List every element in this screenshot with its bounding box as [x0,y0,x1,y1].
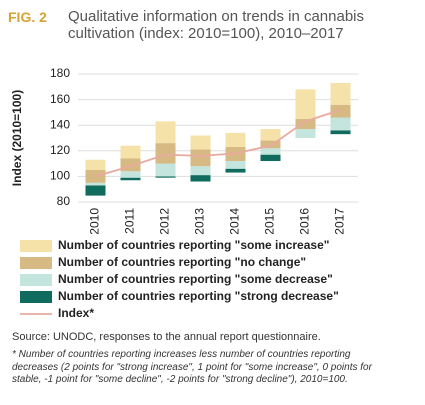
bar-segment [330,104,351,118]
bar-segment [225,168,246,173]
legend-swatch [20,291,52,303]
chart-title: Qualitative information on trends in can… [68,8,365,42]
bar-segment [330,117,351,131]
x-tick-label: 2014 [228,208,242,235]
bar-segment [155,143,176,164]
x-tick-label: 2013 [193,208,207,235]
legend-label: Number of countries reporting "strong de… [58,289,339,303]
bar-segment [260,148,281,155]
bar-segment [85,159,106,170]
source: Source: UNODC, responses to the annual r… [12,331,321,343]
bar-segment [225,161,246,169]
x-tick-label: 2012 [158,208,172,235]
bar-segment [330,130,351,135]
legend-label: Number of countries reporting "some decr… [58,272,333,286]
legend-swatch [20,257,52,269]
y-tick-label: 120 [50,143,70,157]
x-tick-label: 2017 [333,208,347,235]
bar-segment [190,175,211,182]
y-tick-label: 140 [50,117,70,131]
bar-segment [295,89,316,119]
bar-segment [190,135,211,150]
y-tick-label: 180 [50,66,70,80]
bar-segment [85,182,106,186]
fig-label: FIG. 2 [8,9,47,25]
legend-label: Number of countries reporting "some incr… [58,238,329,252]
bar-segment [190,166,211,176]
y-tick-label: 100 [50,169,70,183]
bar-segment [155,176,176,178]
bar-segment [190,149,211,167]
legend-label: Index* [58,306,94,320]
bar-segment [120,158,141,172]
bar-segment [260,140,281,149]
x-tick-label: 2010 [88,208,102,235]
x-tick-label: 2015 [263,208,277,235]
legend-label: Number of countries reporting "no change… [58,255,306,269]
legend-swatch [20,240,52,252]
bar-segment [155,163,176,177]
y-tick-label: 160 [50,92,70,106]
bar-segment [120,171,141,178]
footnote: * Number of countries reporting increase… [12,349,372,385]
bar-segment [260,129,281,141]
x-tick-label: 2011 [123,208,137,234]
y-axis-label: Index (2010=100) [10,90,24,186]
index-line [95,108,341,178]
y-tick-label: 80 [57,194,71,208]
bar-segment [225,132,246,147]
bar-segment [260,154,281,162]
bar-segment [330,82,351,105]
legend-swatch [20,274,52,286]
x-tick-label: 2016 [298,208,312,235]
bar-segment [120,177,141,181]
bar-segment [295,118,316,130]
bar-segment [120,145,141,159]
bar-segment [85,185,106,196]
bar-segment [295,129,316,138]
bar-segment [155,121,176,144]
